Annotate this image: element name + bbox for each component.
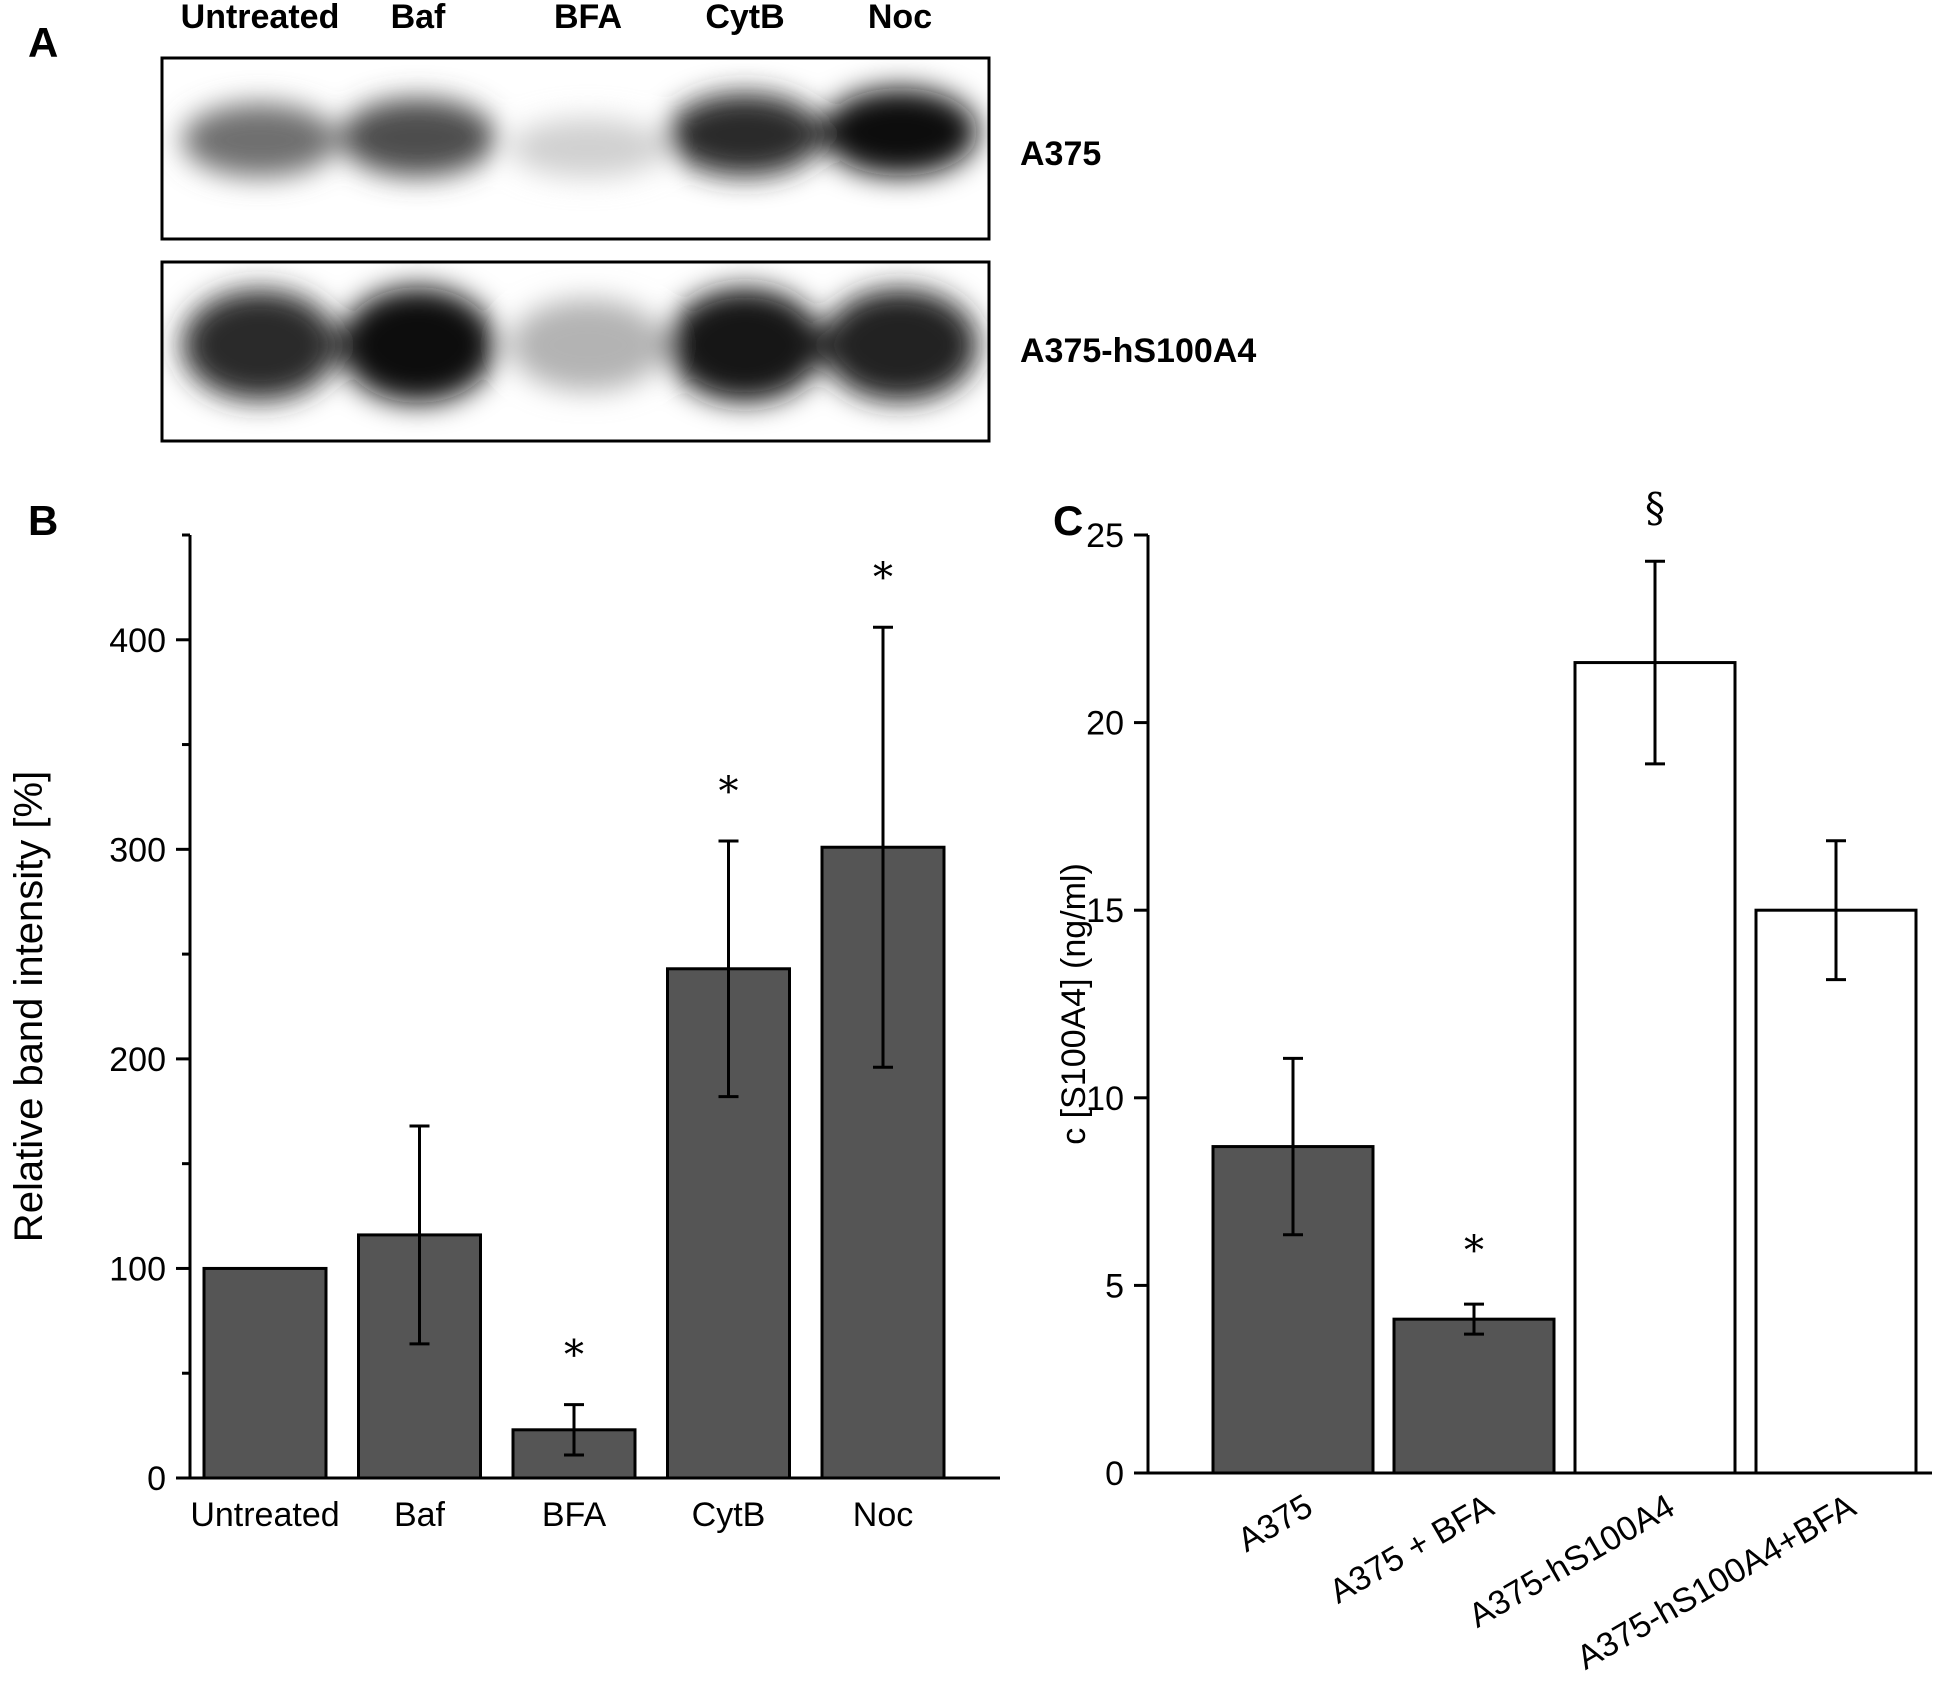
bar-a375-hs100a4 <box>1573 661 1737 1475</box>
y-tick-label: 25 <box>1086 517 1124 555</box>
blot-band-a375-hs100a4-baf <box>340 287 496 403</box>
blot-band-a375-hs100a4-cytb <box>667 287 823 403</box>
significance-a375-bfa: * <box>1464 1228 1484 1274</box>
significance-noc: * <box>873 555 893 601</box>
panel-letter-c: C <box>1053 497 1083 544</box>
y-tick-label: 300 <box>109 831 166 869</box>
x-tick-label-baf: Baf <box>394 1496 446 1534</box>
x-tick-label-bfa: BFA <box>542 1496 607 1534</box>
x-tick-label-a375: A375 <box>1231 1487 1319 1560</box>
blot-band-a375-noc <box>822 88 978 176</box>
y-tick-label: 5 <box>1105 1267 1124 1305</box>
blot-band-a375-untreated <box>182 103 338 177</box>
x-tick-label-untreated: Untreated <box>190 1496 339 1534</box>
panel-letter-b: B <box>28 497 58 544</box>
lane-label-bfa: BFA <box>554 0 622 36</box>
row-label-a375: A375 <box>1020 135 1101 173</box>
western-blot-panel: A Untreated Baf BFA CytB Noc A375 A375-hS100… <box>28 0 1256 443</box>
bar-chart-b: B 0 100 200 300 400 Relative band intensity [… <box>7 497 1000 1534</box>
lane-label-cytb: CytB <box>705 0 784 36</box>
y-tick-label: 0 <box>147 1460 166 1498</box>
bar-untreated <box>202 1266 328 1480</box>
y-tick-label: 100 <box>109 1250 166 1288</box>
blot-border-a375-hs100a4 <box>160 260 991 443</box>
y-axis-title: c [S100A4] (ng/ml) <box>1055 863 1093 1145</box>
significance-cytb: * <box>719 769 739 815</box>
bar-a375-hs100a4-bfa <box>1754 908 1918 1475</box>
blot-band-a375-cytb <box>667 93 823 177</box>
significance-a375-hs100a4: § <box>1645 485 1665 531</box>
significance-bfa: * <box>564 1333 584 1379</box>
blot-band-a375-hs100a4-bfa <box>510 299 666 391</box>
blot-band-a375-bfa <box>510 117 666 178</box>
blot-border-a375 <box>160 56 991 241</box>
bar-chart-c: C 0 5 10 15 20 25 c [S100A4] (ng/ml) A375 * A375 … <box>1053 485 1932 1677</box>
blot-band-a375-hs100a4-noc <box>822 288 978 402</box>
row-label-a375-hs100a4: A375-hS100A4 <box>1020 332 1256 370</box>
bar-a375-bfa <box>1392 1317 1556 1475</box>
y-tick-label: 15 <box>1086 892 1124 930</box>
y-tick-label: 20 <box>1086 705 1124 743</box>
blot-bands-a375-hs100a4 <box>182 287 978 403</box>
y-tick-label: 200 <box>109 1041 166 1079</box>
lane-label-noc: Noc <box>868 0 932 36</box>
lane-labels: Untreated Baf BFA CytB Noc <box>181 0 932 36</box>
panel-letter-a: A <box>28 19 58 66</box>
x-tick-label-cytb: CytB <box>692 1496 766 1534</box>
lane-label-baf: Baf <box>391 0 446 36</box>
y-tick-label: 0 <box>1105 1455 1124 1493</box>
x-tick-label-a375-bfa: A375 + BFA <box>1323 1487 1500 1611</box>
x-tick-label-noc: Noc <box>853 1496 913 1534</box>
blot-band-a375-baf <box>340 98 496 177</box>
y-axis-title: Relative band intensity [%] <box>7 771 51 1242</box>
lane-label-untreated: Untreated <box>181 0 340 36</box>
blot-bands-a375 <box>182 88 978 178</box>
blot-band-a375-hs100a4-untreated <box>182 289 338 401</box>
y-tick-label: 10 <box>1086 1080 1124 1118</box>
y-tick-label: 400 <box>109 622 166 660</box>
